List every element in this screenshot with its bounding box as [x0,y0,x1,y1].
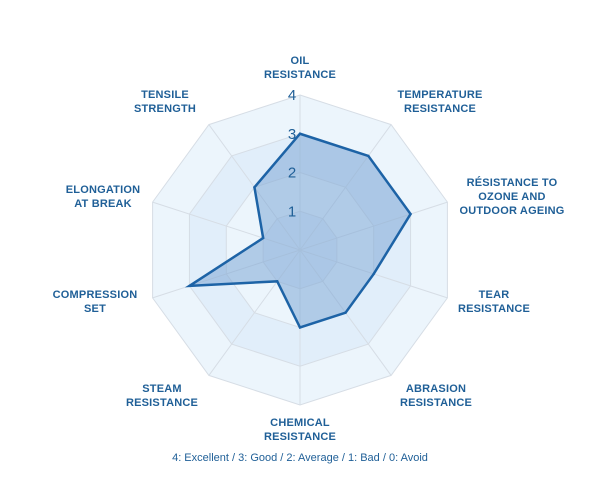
tick-label-1: 1 [288,203,296,220]
data-point-5 [298,326,302,329]
axis-label-4: ABRASION RESISTANCE [400,383,472,409]
axis-label-6: STEAM RESISTANCE [126,383,198,409]
axis-label-5: CHEMICAL RESISTANCE [264,417,336,443]
axis-label-9: TENSILE STRENGTH [134,89,196,115]
data-point-9 [253,186,256,189]
data-point-4 [344,311,347,314]
tick-label-3: 3 [288,126,296,143]
tick-label-4: 4 [288,87,296,104]
legend-text: 4: Excellent / 3: Good / 2: Average / 1:… [172,452,428,464]
tick-label-2: 2 [288,165,296,182]
axis-label-7: COMPRESSION SET [53,289,138,315]
data-point-0 [298,132,302,135]
axis-label-0: OIL RESISTANCE [264,55,336,81]
axis-label-2: RÉSISTANCE TO OZONE AND OUTDOOR AGEING [459,176,564,217]
data-point-2 [409,212,412,216]
data-point-8 [261,236,265,240]
axis-label-3: TEAR RESISTANCE [458,289,530,315]
axis-label-1: TEMPERATURE RESISTANCE [397,89,482,115]
data-point-3 [372,272,375,276]
data-point-7 [188,284,191,288]
data-point-1 [367,154,370,158]
axis-label-8: ELONGATION AT BREAK [66,184,141,210]
data-point-6 [276,280,279,283]
